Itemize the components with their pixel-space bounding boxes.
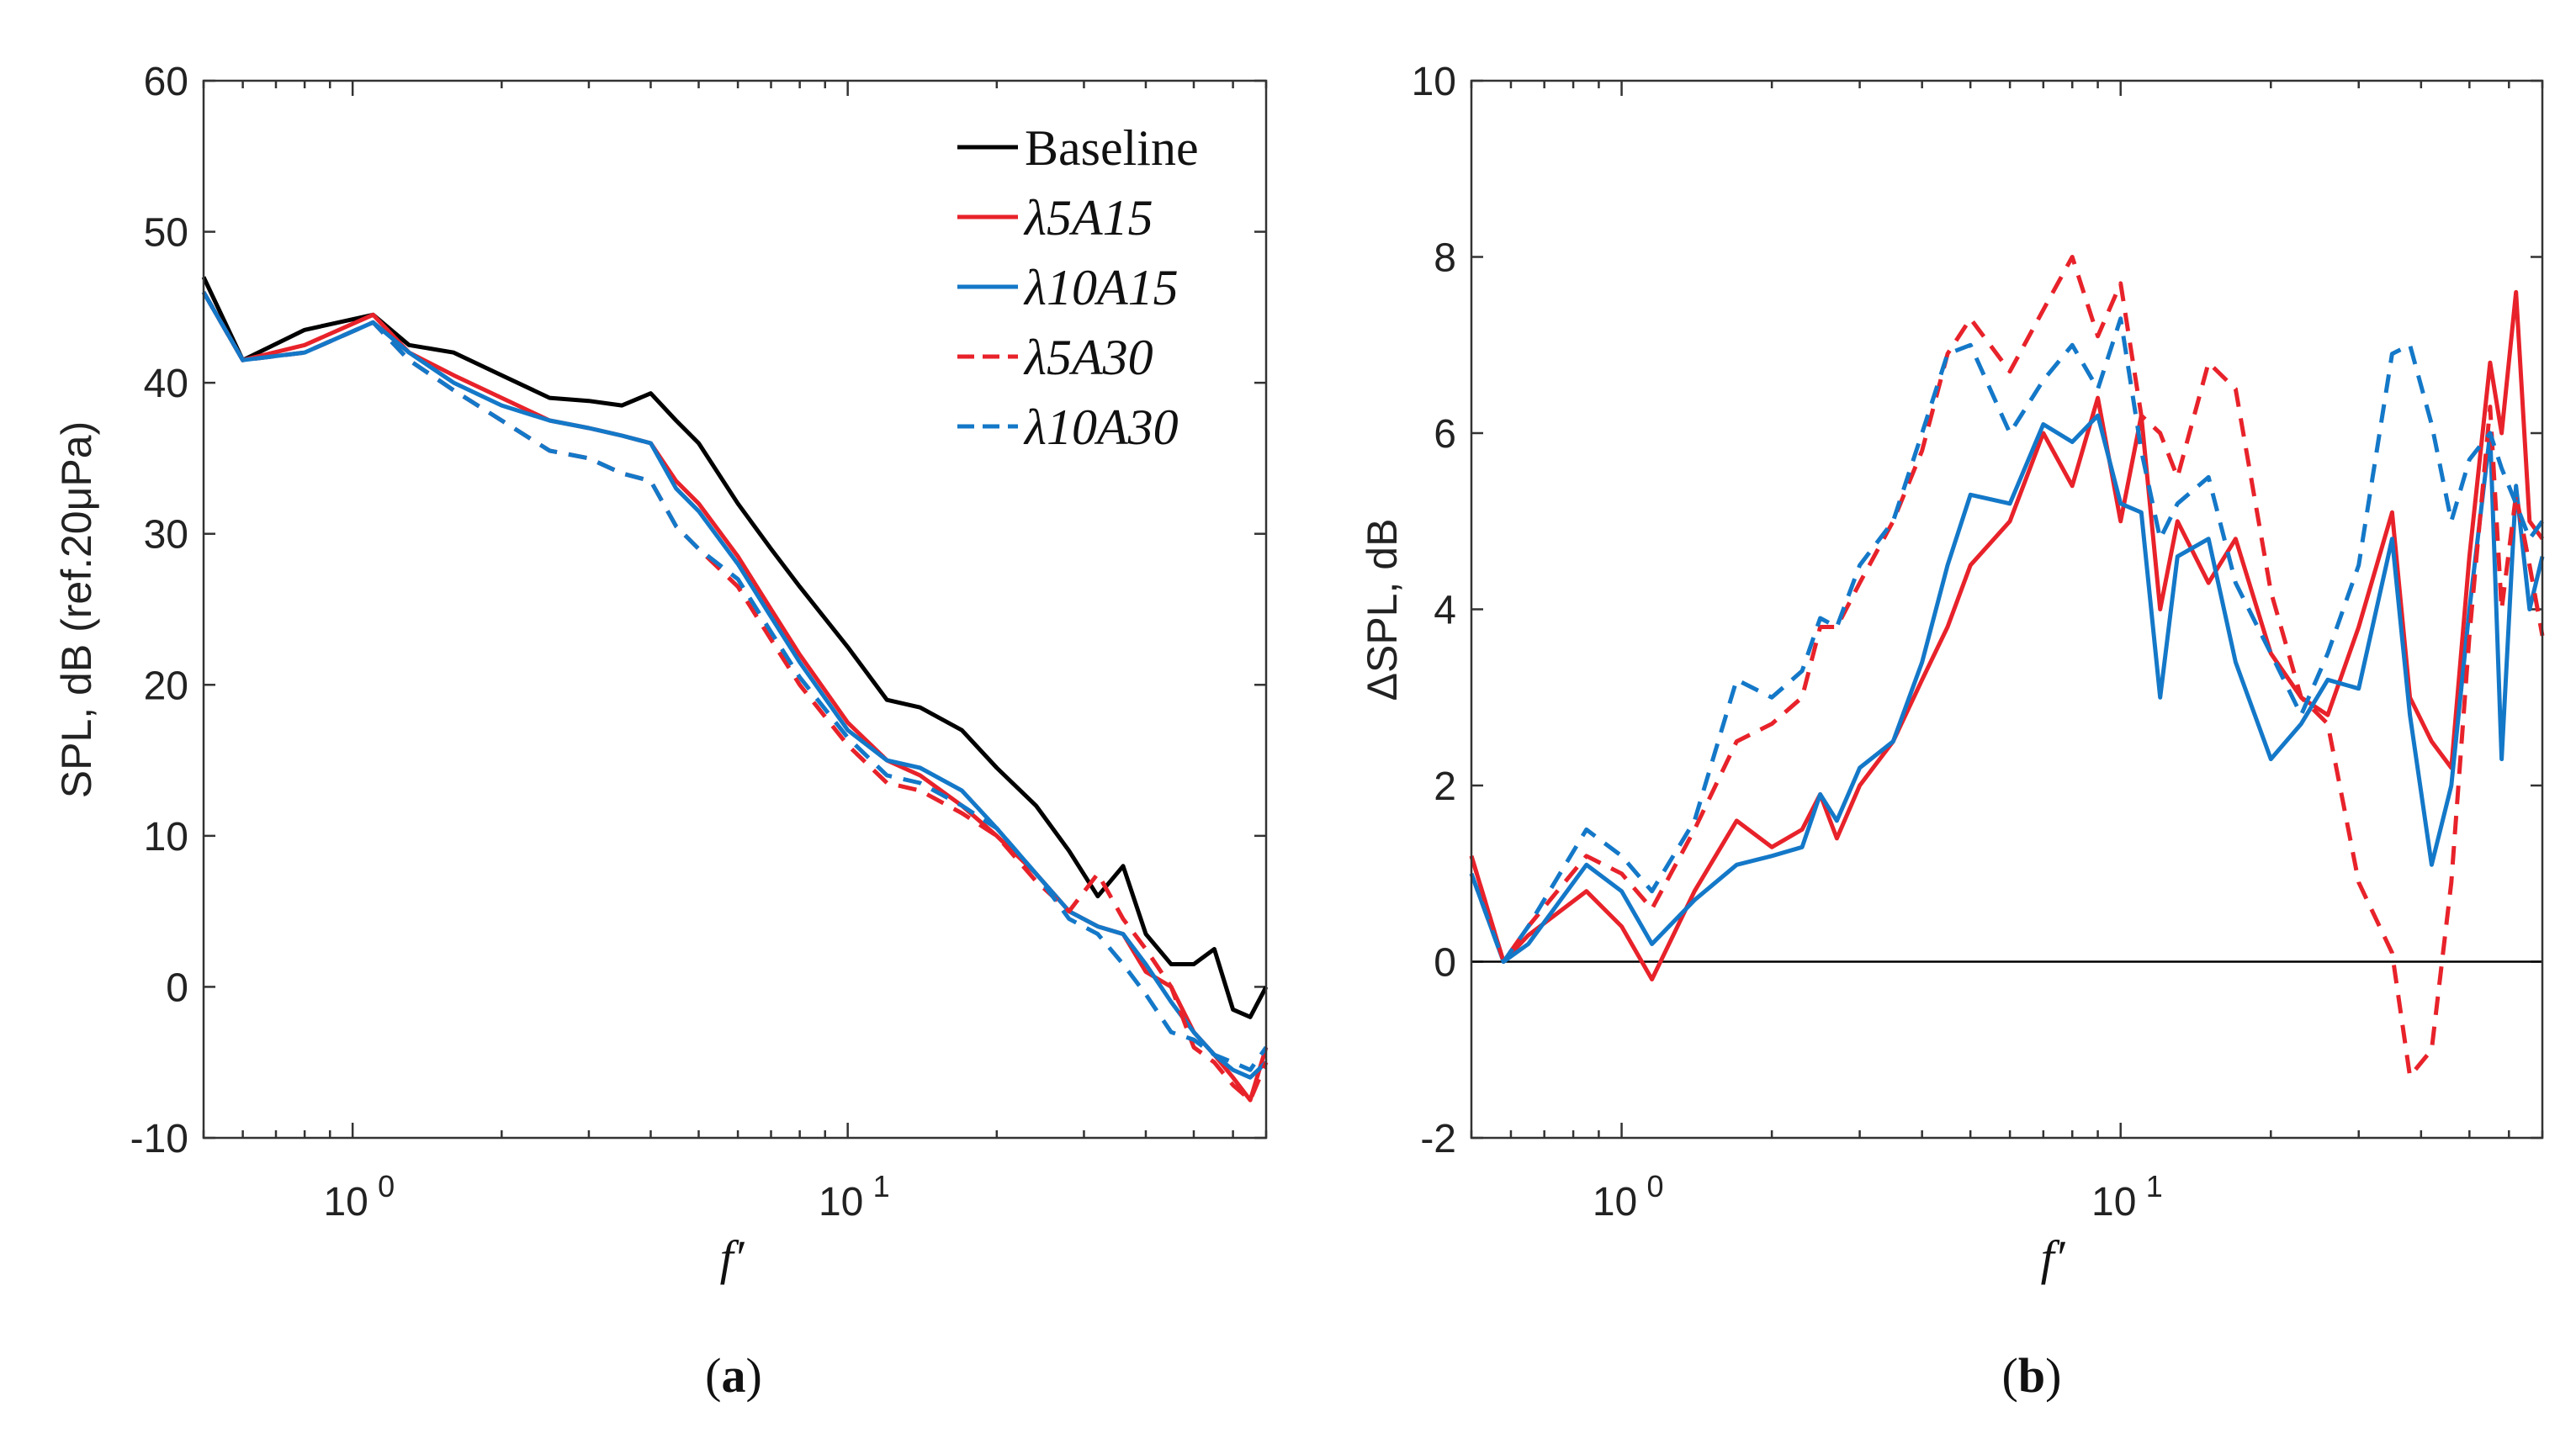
panel-b-y-tick-label: 0 [1434,941,1456,986]
panel-a-x-axis-label: f′ [720,1230,745,1285]
panel-b-axes-frame [1470,79,2544,1140]
panel-a-series-l10a30 [201,291,1269,1072]
panel-a-caption: (a) [705,1348,762,1403]
panel-b-y-tick-label: 6 [1434,412,1456,457]
panel-b-y-tick-label: 2 [1434,764,1456,809]
panel-a-y-tick-label: 40 [144,362,188,406]
panel-b-y-tick-label: 4 [1434,589,1456,633]
panel-b-series-group [1469,255,2545,1079]
legend-label-l10a15: λ10A15 [1023,260,1179,315]
legend-label-l5a30: λ5A30 [1023,330,1153,385]
panel-a-axes-frame [202,79,1268,1140]
panel-a-y-axis-label: SPL, dB (ref.20μPa) [53,421,100,798]
panel-a-x-tick-exponent: 1 [873,1169,890,1203]
panel-a-y-tick-label: -10 [130,1117,188,1161]
panel-a-y-tick-labels: -10 0 10 20 30 40 50 60 [130,60,188,1161]
panel-b-series-l10a30 [1469,316,2545,964]
panel-a-series-baseline [201,276,1269,1019]
panel-a-series-l5a15 [201,291,1269,1103]
panel-b-x-tick-labels: 10 0 10 1 [1593,1169,2163,1224]
legend-label-l5a15: λ5A15 [1023,190,1153,246]
panel-a-series-l10a15 [201,291,1268,1080]
panel-b: -2 0 2 4 6 8 10 10 0 10 1 ΔSPL, dB f′ (b) [1359,60,2545,1403]
panel-b-x-tick-exponent: 1 [2146,1169,2163,1203]
panel-b-y-tick-label: 10 [1412,60,1456,104]
panel-a-x-tick-label: 10 [819,1180,863,1224]
panel-a-y-tick-label: 30 [144,513,188,558]
panel-b-y-axis-label: ΔSPL, dB [1359,519,1406,701]
panel-a-y-tick-label: 0 [166,965,188,1010]
panel-b-y-tick-label: 8 [1434,236,1456,281]
panel-b-x-tick-label: 10 [1593,1180,1637,1224]
legend-label-l10a30: λ10A30 [1023,399,1179,455]
panel-a-series-l5a30 [201,291,1269,1103]
panel-b-x-axis-label: f′ [2041,1230,2066,1285]
panel-a-legend: Baseline λ5A15 λ10A15 λ5A30 λ10A30 [957,120,1199,455]
panel-b-x-tick-exponent: 0 [1647,1169,1664,1203]
panel-a-y-tick-label: 20 [144,664,188,708]
panel-a-x-tick-exponent: 0 [378,1169,395,1203]
panel-b-caption-letter: b [2018,1348,2045,1403]
panel-b-series-l5a30 [1469,255,2545,1079]
panel-b-series-l5a15 [1469,289,2545,981]
panel-a-ticks [202,79,1268,1140]
panel-b-y-tick-label: -2 [1420,1117,1456,1161]
panel-a-caption-letter: a [722,1348,746,1403]
panel-b-caption: (b) [2002,1348,2062,1403]
panel-b-ticks [1470,79,2544,1140]
panel-b-y-tick-labels: -2 0 2 4 6 8 10 [1412,60,1456,1161]
panel-a: -10 0 10 20 30 40 50 60 10 0 10 1 SPL, dB (ref.20μ… [53,60,1269,1403]
panel-a-y-tick-label: 60 [144,60,188,104]
panel-b-series-l10a15 [1469,413,2545,964]
panel-b-x-tick-label: 10 [2091,1180,2136,1224]
legend-label-baseline: Baseline [1025,120,1199,176]
panel-a-series-group [201,276,1269,1103]
panel-a-x-tick-label: 10 [323,1180,368,1224]
panel-a-y-tick-label: 50 [144,211,188,256]
panel-a-x-tick-labels: 10 0 10 1 [323,1169,889,1224]
panel-a-y-tick-label: 10 [144,815,188,860]
